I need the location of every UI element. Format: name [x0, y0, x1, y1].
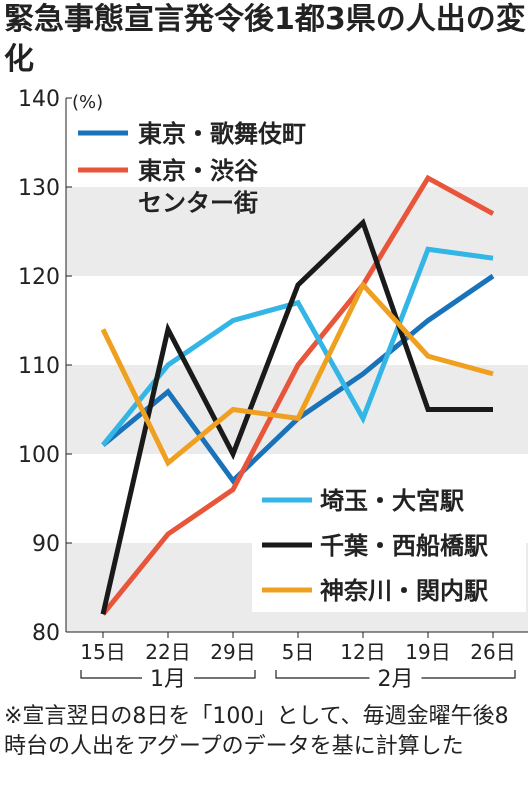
y-tick-label: 130 — [18, 176, 60, 201]
chart-title: 緊急事態宣言発令後1都3県の人出の変化 — [4, 2, 526, 77]
x-tick-label: 15日 — [80, 640, 125, 664]
legend-label: センター街 — [138, 189, 258, 217]
legend-label: 東京・歌舞伎町 — [138, 120, 306, 148]
series-line — [101, 246, 494, 447]
month-label: 2月 — [378, 667, 414, 692]
month-bracket — [275, 670, 370, 679]
series-line — [101, 174, 495, 616]
footnote: ※宣言翌日の8日を「100」として、毎週金曜午後8時台の人出をアグープのデータを… — [4, 704, 509, 759]
y-tick-label: 90 — [32, 532, 60, 557]
x-tick-label: 26日 — [470, 640, 515, 664]
series-line — [100, 218, 493, 615]
month-bracket — [421, 670, 516, 679]
legend-label: 千葉・西船橋駅 — [320, 532, 488, 560]
legend-label: 埼玉・大宮駅 — [320, 487, 464, 515]
x-tick-label: 12日 — [340, 640, 385, 664]
x-tick-label: 29日 — [210, 640, 255, 664]
y-tick-label: 120 — [18, 265, 60, 290]
y-tick-label: 100 — [18, 443, 60, 468]
legend-label: 神奈川・関内駅 — [320, 577, 488, 605]
line-chart: 80 90 100 110 120 130 140 (%) 15日 22日 29日 5日 12日 19日 2… — [18, 87, 528, 692]
x-tick-label: 5日 — [282, 640, 315, 664]
month-bracket — [80, 670, 142, 679]
x-tick-label: 19日 — [405, 640, 450, 664]
y-tick-label: 110 — [18, 354, 60, 379]
series-line — [100, 280, 494, 467]
x-tick-label: 22日 — [145, 640, 190, 664]
month-label: 1月 — [150, 667, 186, 692]
legend-label: 東京・渋谷 — [138, 157, 259, 185]
month-bracket — [194, 670, 256, 679]
grid-band — [66, 187, 528, 276]
y-unit-label: (%) — [72, 92, 103, 113]
y-tick-label: 80 — [32, 621, 60, 646]
y-tick-label: 140 — [18, 87, 60, 112]
